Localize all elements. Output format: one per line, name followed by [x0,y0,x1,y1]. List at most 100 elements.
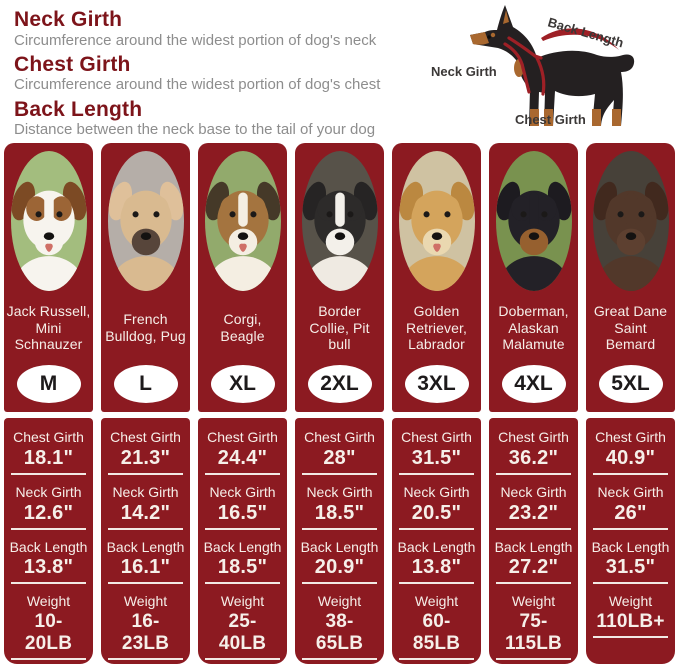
chest-girth-label: Chest Girth [595,429,666,445]
dog-face-illustration [593,181,668,291]
neck-girth-title: Neck Girth [14,8,123,31]
weight-value: 60-85LB [399,611,474,660]
back-length-value: 16.1" [108,556,183,585]
size-card: Great Dane Saint Bemard 5XL [586,143,675,412]
neck-girth-value: 12.6" [11,502,86,530]
weight-label: Weight [511,593,556,610]
neck-girth-label: Neck Girth [112,483,179,500]
weight-value: 10-20LB [11,611,86,660]
size-badge-label: 2XL [320,372,359,395]
weight-label: Weight [26,593,71,610]
size-badge: 5XL [598,365,663,403]
chest-girth-label: Chest Girth [13,429,84,445]
neck-girth-label: Neck Girth [209,483,276,500]
back-length-label: Back Length [494,538,573,555]
size-badge-label: 3XL [417,372,456,395]
neck-girth-label: Neck Girth [306,483,373,500]
dog-photo [592,151,669,291]
chest-girth-value: 31.5" [399,447,474,475]
chest-girth-value: 24.4" [205,447,280,475]
dog-face-illustration [11,181,86,291]
neck-girth-value: 20.5" [399,502,474,530]
weight-value: 38-65LB [302,611,377,660]
size-card: Golden Retriever, Labrador 3XL [392,143,481,412]
dog-face-illustration [302,181,377,291]
size-card: Border Collie, Pit bull 2XL [295,143,384,412]
weight-label: Weight [220,593,265,610]
neck-girth-value: 16.5" [205,502,280,530]
breed-size-cards-row: Jack Russell, Mini Schnauzer M French Bu… [0,143,679,412]
size-badge: XL [210,365,275,403]
measurement-definitions: Neck Girth Circumference around the wide… [14,8,444,139]
chest-girth-value: 36.2" [496,447,571,475]
dog-face-illustration [496,181,571,291]
breed-names: Border Collie, Pit bull [309,303,370,353]
neck-girth-value: 18.5" [302,502,377,530]
measurements-card: Chest Girth 36.2" Neck Girth 23.2" Back … [489,418,578,664]
weight-label: Weight [414,593,459,610]
header: Neck Girth Circumference around the wide… [0,0,679,141]
back-length-label: Back Length [9,538,88,555]
back-length-label: Back Length [591,538,670,555]
back-length-value: 13.8" [11,556,86,585]
neck-girth-label: Neck Girth [15,483,82,500]
back-length-value: 31.5" [593,556,668,585]
breed-names: Jack Russell, Mini Schnauzer [6,303,91,353]
dog-measurement-diagram: Back Length Neck Girth Chest Girth [427,0,679,140]
back-length-value: 13.8" [399,556,474,585]
measurements-cards-row: Chest Girth 18.1" Neck Girth 12.6" Back … [0,418,679,664]
dog-face-illustration [205,181,280,291]
weight-label: Weight [317,593,362,610]
size-badge: 2XL [307,365,372,403]
size-badge: 4XL [501,365,566,403]
size-badge: L [113,365,178,403]
chest-girth-label: Chest Girth [207,429,278,445]
dog-photo [495,151,572,291]
chest-girth-label: Chest Girth [498,429,569,445]
measurements-card: Chest Girth 21.3" Neck Girth 14.2" Back … [101,418,190,664]
dog-face-illustration [108,181,183,291]
breed-names: Great Dane Saint Bemard [593,303,668,353]
breed-names: French Bulldog, Pug [105,311,186,344]
weight-value: 75-115LB [496,611,571,660]
diagram-neck-girth-label: Neck Girth [431,64,497,79]
dog-face-illustration [399,181,474,291]
neck-girth-desc: Circumference around the widest portion … [14,31,377,49]
back-length-desc: Distance between the neck base to the ta… [14,121,376,139]
neck-girth-value: 23.2" [496,502,571,530]
dog-photo [107,151,184,291]
back-length-label: Back Length [397,538,476,555]
weight-value: 110LB+ [593,611,668,639]
dog-photo [10,151,87,291]
neck-girth-value: 14.2" [108,502,183,530]
dog-photo [398,151,475,291]
chest-girth-desc: Circumference around the widest portion … [14,76,381,94]
neck-girth-value: 26" [593,502,668,530]
chest-girth-label: Chest Girth [304,429,375,445]
breed-names: Corgi, Beagle [220,311,265,344]
back-length-value: 20.9" [302,556,377,585]
size-badge-label: 5XL [611,372,650,395]
size-badge-label: L [139,372,152,395]
chest-girth-value: 21.3" [108,447,183,475]
size-badge: 3XL [404,365,469,403]
size-card: Doberman, Alaskan Malamute 4XL [489,143,578,412]
back-length-value: 27.2" [496,556,571,585]
measurements-card: Chest Girth 40.9" Neck Girth 26" Back Le… [586,418,675,664]
dog-harness-illustration: Back Length Neck Girth Chest Girth [431,5,635,127]
back-length-label: Back Length [300,538,379,555]
back-length-label: Back Length [203,538,282,555]
size-badge-label: 4XL [514,372,553,395]
neck-girth-label: Neck Girth [500,483,567,500]
neck-girth-label: Neck Girth [597,483,664,500]
weight-label: Weight [123,593,168,610]
size-card: French Bulldog, Pug L [101,143,190,412]
chest-girth-value: 40.9" [593,447,668,475]
back-length-value: 18.5" [205,556,280,585]
chest-girth-value: 28" [302,447,377,475]
measurements-card: Chest Girth 28" Neck Girth 18.5" Back Le… [295,418,384,664]
size-badge-label: M [39,372,58,395]
breed-names: Golden Retriever, Labrador [406,303,467,353]
size-badge-label: XL [229,372,256,395]
